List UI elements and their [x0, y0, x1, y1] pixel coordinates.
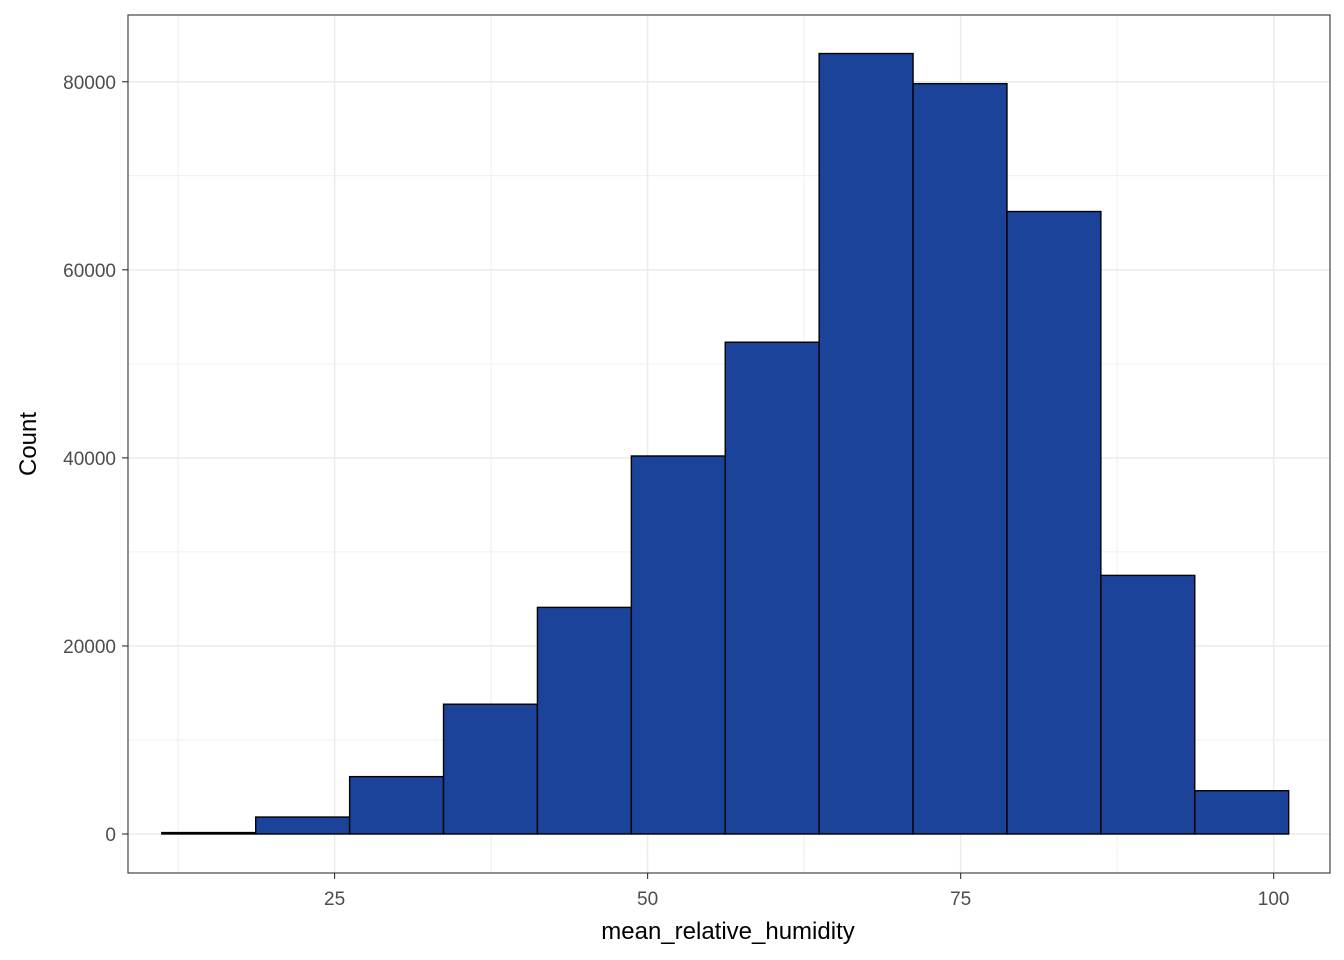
y-axis-ticks: 0 20000 40000 60000 80000	[63, 73, 128, 846]
panel-border	[127, 14, 1331, 874]
histogram-bar	[818, 52, 914, 835]
x-tick-label: 100	[1258, 889, 1290, 910]
histogram-bar	[255, 816, 351, 835]
histogram-bar	[1194, 790, 1290, 835]
histogram-bar	[348, 775, 445, 835]
x-axis-ticks: 25 50 75 100	[324, 873, 1290, 910]
x-tick-label: 25	[324, 889, 345, 910]
histogram-bar	[912, 82, 1008, 835]
histogram-bars	[161, 52, 1290, 835]
y-tick-label: 40000	[63, 449, 116, 470]
histogram-bar	[1006, 210, 1102, 835]
y-tick-label: 20000	[63, 637, 116, 658]
y-axis-title: Count	[15, 412, 42, 476]
x-axis-title: mean_relative_humidity	[601, 918, 854, 945]
x-tick-label: 75	[950, 889, 971, 910]
histogram-bar	[442, 703, 539, 835]
histogram-bar	[536, 606, 633, 835]
histogram-bar	[630, 455, 726, 835]
y-tick-label: 80000	[63, 73, 116, 94]
histogram-bar	[724, 341, 820, 835]
y-tick-label: 0	[105, 825, 116, 846]
y-tick-label: 60000	[63, 261, 116, 282]
histogram-bar	[1100, 574, 1196, 835]
x-tick-label: 50	[637, 889, 658, 910]
histogram-bar	[161, 831, 257, 835]
